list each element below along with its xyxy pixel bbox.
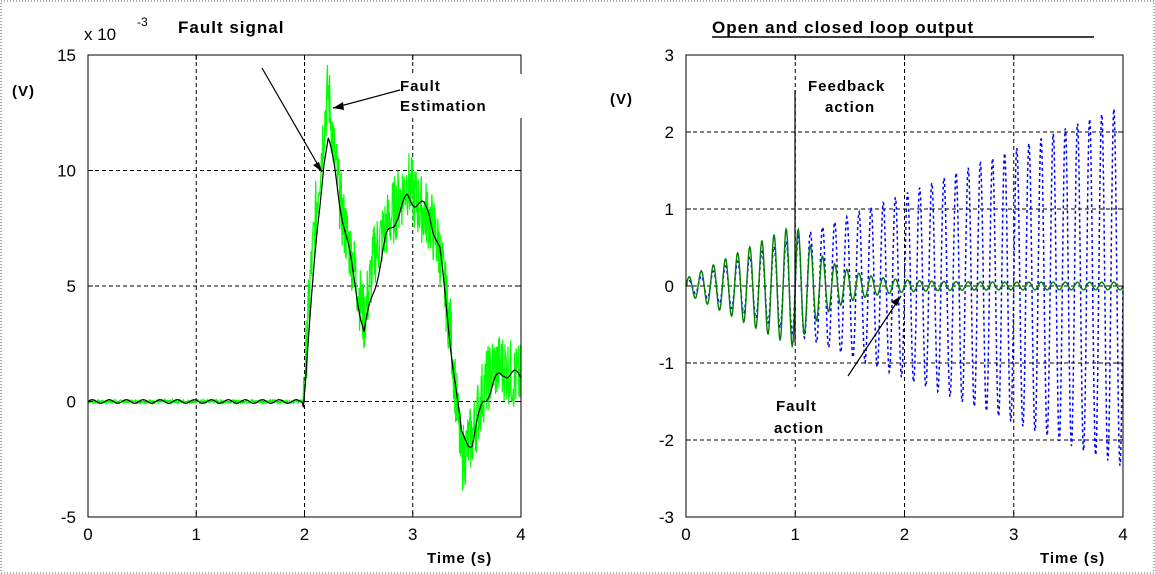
loop-output-ylabel: (V) [610,91,633,108]
fault-signal-grid [88,55,521,517]
y-tick-label: 10 [57,162,76,181]
fault-signal-ticks: 0 1 2 3 4 -5 0 5 10 15 [57,46,526,544]
y-tick-label: -1 [659,354,674,373]
x-tick-label: 1 [791,525,800,544]
x-tick-label: 3 [408,525,417,544]
closed-loop-line [685,227,1124,349]
fault-action-arrow [847,295,902,377]
loop-output-ticks: 0 1 2 3 4 -3 -2 -1 0 1 2 3 [659,46,1128,544]
y-tick-label: 1 [665,200,674,219]
fault-signal-chart: 0 1 2 3 4 -5 0 5 10 15 Fault signal x 10 -3 (V) T… [12,15,526,567]
x-tick-label: 2 [900,525,909,544]
xlabel-background [1036,545,1136,571]
feedback-annotation-line2: action [825,99,875,116]
x-tick-label: 4 [516,525,525,544]
fault-action-line1: Fault [776,398,817,415]
x-tick-label: 1 [192,525,201,544]
estimation-pointer-arrowhead [333,102,344,110]
fault-estimation-line [87,137,522,448]
loop-output-series [685,108,1124,466]
fault-action-arrowhead [891,296,901,306]
fault-annotation-line1: Fault [400,78,441,95]
loop-output-chart: 0 1 2 3 4 -3 -2 -1 0 1 2 3 Open and closed loop out… [610,18,1136,571]
loop-output-xlabel: Time (s) [1040,550,1105,567]
fault-annotation-line2: Estimation [400,98,487,115]
x-tick-label: 3 [1009,525,1018,544]
y-tick-label: 3 [665,46,674,65]
fault-signal-title: Fault signal [178,18,284,37]
x-tick-label: 2 [300,525,309,544]
y-tick-label: 2 [665,123,674,142]
x-tick-label: 4 [1118,525,1127,544]
fault-pointer-arrow [261,67,323,173]
fault-signal-xlabel: Time (s) [427,550,492,567]
y-tick-label: 0 [665,277,674,296]
y-tick-label: -2 [659,431,674,450]
fault-signal-series [87,65,522,492]
fault-action-line2: action [774,420,824,437]
x-tick-label: 0 [83,525,92,544]
x-tick-label: 0 [681,525,690,544]
fault-pointer-arrowhead [313,162,322,172]
fault-signal-ylabel: (V) [12,83,35,100]
y-tick-label: 5 [67,277,76,296]
y-tick-label: -5 [61,508,76,527]
fault-signal-exponent-power: -3 [137,15,148,29]
loop-output-title: Open and closed loop output [712,18,974,37]
feedback-annotation-line1: Feedback [808,78,885,95]
fault-signal-exponent-base: x 10 [84,25,116,44]
feedback-annotation-background [803,73,899,117]
annotation-background [396,74,524,118]
fault-annotation-background [748,387,884,439]
y-tick-label: -3 [659,508,674,527]
y-tick-label: 0 [67,393,76,412]
estimation-pointer-arrow [332,89,401,109]
y-tick-label: 15 [57,46,76,65]
